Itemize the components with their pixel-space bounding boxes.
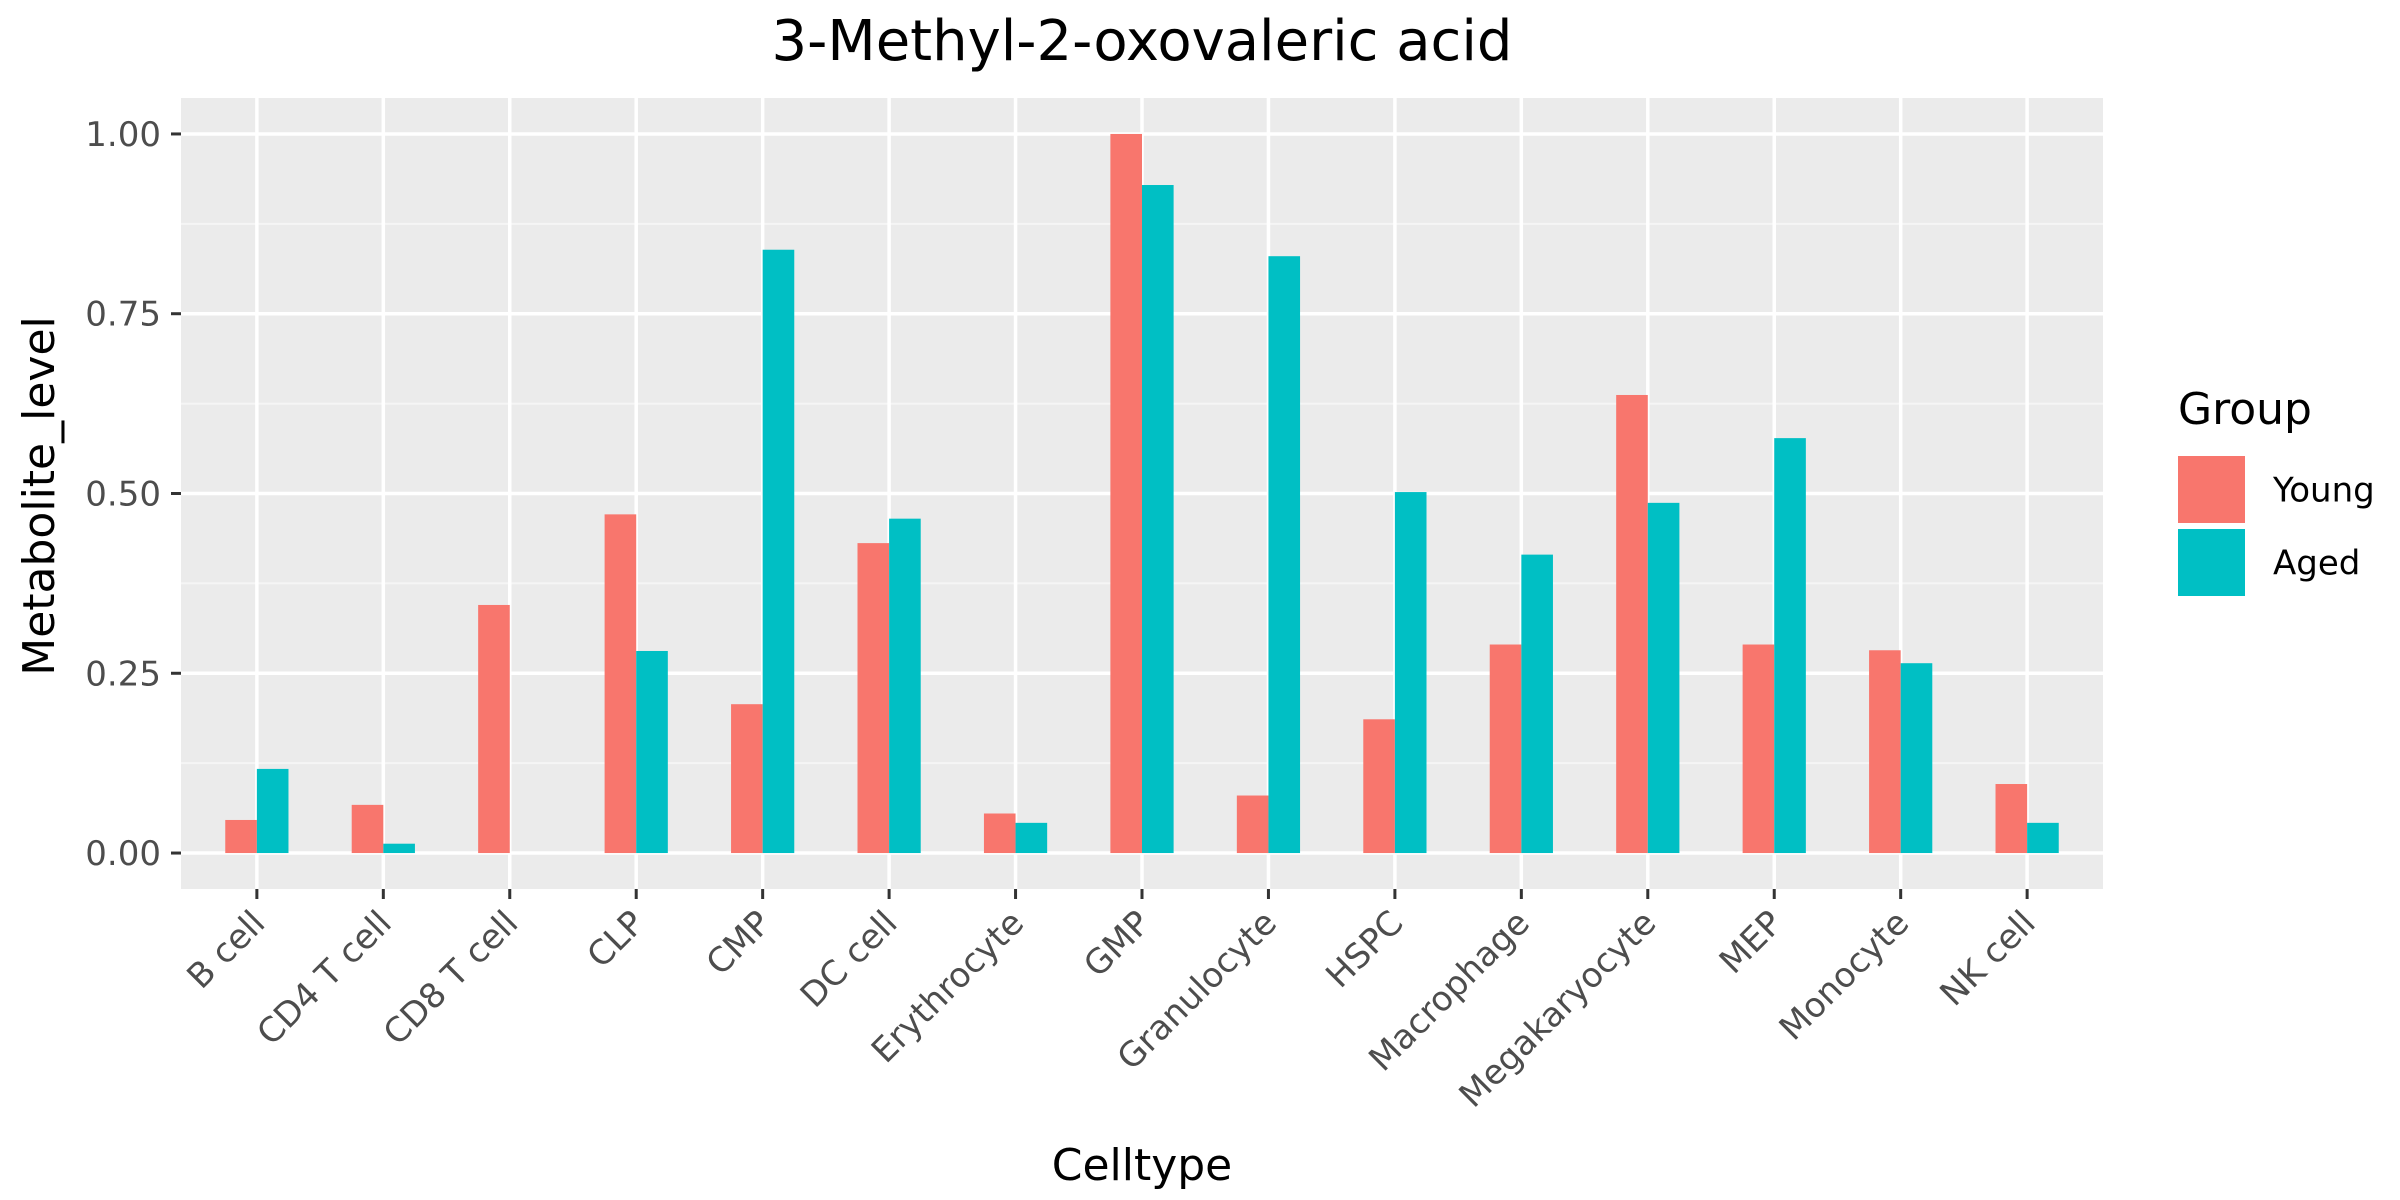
- legend-label-young: Young: [2272, 471, 2375, 511]
- x-tick-label: DC cell: [793, 903, 906, 1016]
- x-tick-label: CD8 T cell: [376, 903, 526, 1053]
- x-tick-label: B cell: [179, 903, 273, 997]
- bar-young-b-cell: [225, 819, 257, 854]
- x-tick-label: CMP: [699, 903, 779, 983]
- legend-label-aged: Aged: [2273, 544, 2360, 584]
- x-tick-label: NK cell: [1932, 903, 2043, 1014]
- bar-young-dc-cell: [857, 543, 890, 854]
- x-tick-label: GMP: [1076, 903, 1158, 985]
- x-tick-label: CD4 T cell: [249, 903, 399, 1053]
- bar-young-gmp: [1110, 133, 1142, 854]
- bar-aged-granulocyte: [1268, 256, 1301, 854]
- chart-title: 3-Methyl-2-oxovaleric acid: [772, 9, 1513, 74]
- y-tick-label: 0.00: [85, 834, 161, 874]
- x-tick-label: HSPC: [1318, 903, 1411, 996]
- bar-young-monocyte: [1869, 650, 1901, 854]
- x-tick-label: MEP: [1712, 903, 1791, 982]
- bar-aged-hspc: [1394, 492, 1427, 854]
- x-axis-title: Celltype: [1052, 1140, 1233, 1191]
- legend-swatch-young: [2178, 456, 2245, 523]
- bar-aged-monocyte: [1900, 663, 1933, 854]
- bar-aged-cmp: [762, 249, 795, 854]
- x-tick-label: CLP: [580, 903, 653, 976]
- bar-young-macrophage: [1489, 644, 1522, 854]
- bar-aged-mep: [1774, 438, 1806, 854]
- bar-aged-gmp: [1142, 185, 1174, 854]
- bar-young-cd8-t-cell: [478, 604, 510, 854]
- legend-title: Group: [2178, 384, 2312, 435]
- bar-young-cd4-t-cell: [351, 804, 384, 854]
- bar-aged-cd4-t-cell: [383, 843, 415, 854]
- bar-young-hspc: [1363, 719, 1395, 854]
- legend-swatch-aged: [2178, 529, 2245, 596]
- bar-young-megakaryocyte: [1616, 394, 1648, 854]
- bar-young-mep: [1742, 644, 1775, 854]
- bar-aged-clp: [636, 650, 668, 854]
- y-axis-title: Metabolite_level: [14, 316, 65, 676]
- bar-young-clp: [604, 514, 637, 854]
- x-tick-label: Monocyte: [1772, 903, 1917, 1048]
- y-tick-label: 0.50: [85, 475, 161, 515]
- bar-young-cmp: [731, 704, 763, 854]
- bar-aged-macrophage: [1521, 554, 1553, 854]
- y-tick-label: 0.75: [85, 295, 161, 335]
- bar-young-nk-cell: [1995, 784, 2028, 854]
- y-tick-label: 0.25: [85, 654, 161, 694]
- bar-aged-dc-cell: [889, 518, 921, 854]
- bar-young-granulocyte: [1236, 795, 1269, 854]
- bar-aged-nk-cell: [2027, 822, 2059, 854]
- bar-aged-b-cell: [256, 768, 289, 854]
- y-tick-label: 1.00: [85, 115, 161, 155]
- bar-aged-erythrocyte: [1015, 822, 1048, 854]
- bar-young-erythrocyte: [983, 813, 1016, 854]
- bar-aged-megakaryocyte: [1647, 502, 1680, 854]
